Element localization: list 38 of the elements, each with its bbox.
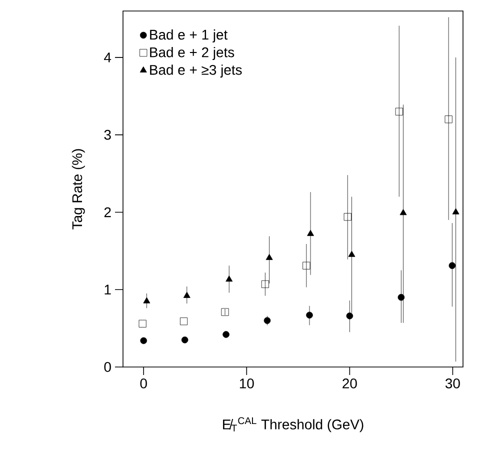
point [448,262,456,270]
x-tick-label: 20 [342,378,357,388]
point [183,292,190,298]
point [181,336,188,344]
point [346,312,354,320]
legend-label: Bad e + 2 jets [150,47,234,60]
point [307,230,314,236]
point [306,312,313,319]
point [261,280,269,288]
y-axis-title: Tag Rate (%) [72,149,85,230]
y-tick-label: 4 [104,52,112,62]
point [398,294,405,301]
point [266,254,273,260]
point [264,317,271,324]
point [444,116,452,124]
point [143,297,150,304]
point [140,337,147,344]
point [348,250,356,257]
x-tick-label: 0 [140,378,147,388]
point [221,308,229,316]
y-tick-label: 3 [104,130,111,140]
point [302,262,310,270]
point [222,331,230,338]
legend-label: Bad e + ≥3 jets [150,64,242,78]
point [344,213,352,221]
y-tick-label: 0 [104,362,111,372]
point [395,108,403,116]
point [400,209,407,216]
y-tick-label: 1 [104,284,111,294]
x-axis-title: E̸$_{T}$$^{CAL}$ Threshold (GeV) [223,417,364,432]
point [138,320,146,328]
point [226,276,233,282]
x-tick-label: 30 [445,378,460,388]
point [452,208,460,214]
legend-label: Bad e + 1 jet [150,29,228,42]
x-tick-label: 10 [240,378,254,388]
point [180,318,188,326]
y-tick-label: 2 [104,207,111,218]
